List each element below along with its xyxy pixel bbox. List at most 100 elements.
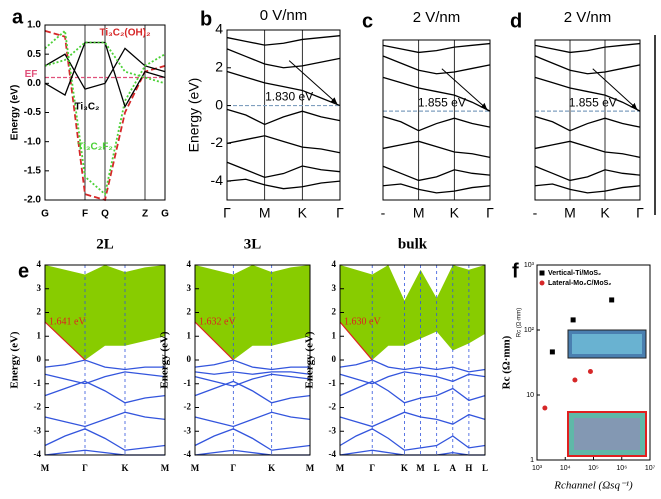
band-line [226,108,341,126]
plot-frame [194,264,311,456]
y-tick-label: -2.0 [24,195,42,206]
x-tick-label: 10⁶ [616,465,627,472]
band-line [226,35,341,46]
x-tick-label: - [381,205,386,221]
y-tick-label: 4 [37,259,42,269]
x-tick-label: 10⁷ [645,465,656,472]
plot-frame [44,24,166,201]
point [549,349,555,355]
gap-label: 1.630 eV [344,316,381,327]
x-tick-label: Γ [223,205,231,221]
band-line [44,371,166,385]
y-tick-label: -2 [34,402,42,412]
plot [44,25,166,202]
plot-frame [44,264,166,456]
y-tick-label: -1 [329,378,337,388]
x-tick-label: M [306,463,315,473]
chart-title: 2L [96,236,114,252]
legend-label: Vertical-Ti/MoS₂ [548,270,601,277]
x-tick-label: M [336,463,345,473]
x-axis-label: Rchannel (Ωsq⁻¹) [553,480,633,492]
y-tick-label: 4 [215,21,223,37]
chart-title: bulk [398,236,428,252]
y-axis-label: Energy (eV) [186,78,202,153]
y-tick-label: 1 [37,330,42,340]
band-line [44,411,166,428]
plot-frame [339,264,486,456]
y-tick-label: 0.5 [27,49,41,60]
x-tick-label: L [482,463,488,473]
plot [339,265,486,456]
band-line [226,135,341,154]
y-tick-label: -4 [184,449,192,459]
x-tick-label: 10⁵ [588,465,599,472]
band-line [382,76,491,112]
y-tick-label: -0.5 [24,107,42,118]
chart-title: 3L [244,236,262,252]
band-line [44,449,165,456]
gap-label: 1.830 eV [265,90,313,104]
panel-label: f [512,260,519,282]
band-line [44,41,166,85]
y-tick-label: 1 [332,330,337,340]
band-line [534,76,641,112]
plot [382,40,491,200]
y-axis-label: Rc (Ω·mm) [517,308,523,337]
legend-marker [539,280,545,286]
y-tick-label: -3 [34,425,42,435]
gap-label: 1.641 eV [49,316,86,327]
gap-arrow [592,68,638,110]
y-tick-label: 10 [526,392,534,399]
point [570,317,576,323]
gap-arrow [44,321,86,361]
series-label: Ti₃C₂ [75,102,100,113]
point [587,368,593,374]
y-tick-label: 0 [332,354,337,364]
point [542,405,548,411]
series-label: Ti₃C₂(OH)₂ [99,28,150,39]
x-tick-label: F [82,209,88,220]
legend-label: Lateral-Mo₂C/MoS₂ [548,280,611,287]
x-tick-label: Γ [486,205,494,221]
legend-marker [539,270,545,276]
x-tick-label: Z [142,209,148,220]
x-tick-label: 10⁴ [560,465,571,472]
band-line [226,161,341,179]
plot [44,265,166,456]
x-tick-label: K [268,463,275,473]
band-line [339,428,486,451]
band-line [534,183,641,194]
gap-arrow [441,68,488,110]
gap-label: 1.632 eV [199,316,236,327]
band-line [194,371,311,375]
gap-label: 1.855 eV [418,95,466,109]
y-tick-label: -3 [329,425,337,435]
x-tick-label: H [465,463,472,473]
y-tick-label: 4 [187,259,192,269]
band-line [534,115,641,132]
y-tick-label: 2 [37,307,42,317]
y-tick-label: -2 [329,402,337,412]
y-tick-label: 2 [215,58,223,74]
y-tick-label: -2 [211,134,224,150]
y-tick-label: 1 [187,330,192,340]
plot [194,265,311,456]
x-tick-label: M [41,463,50,473]
y-tick-label: -4 [329,449,337,459]
inset-image [572,334,642,354]
band-line [534,140,641,158]
x-tick-label: M [259,205,271,221]
panel-label: d [510,10,522,32]
y-axis-label: Energy (eV) [304,331,316,388]
filled-region [195,265,310,360]
x-tick-label: Γ [369,463,375,473]
band-line [339,371,486,385]
band-line [194,428,311,451]
y-tick-label: -3 [184,425,192,435]
y-axis-label: Rc (Ω·mm) [501,335,513,389]
band-line [339,359,486,373]
x-tick-label: A [450,463,457,473]
y-tick-label: 1.0 [27,20,41,31]
x-tick-label: Q [101,209,109,220]
